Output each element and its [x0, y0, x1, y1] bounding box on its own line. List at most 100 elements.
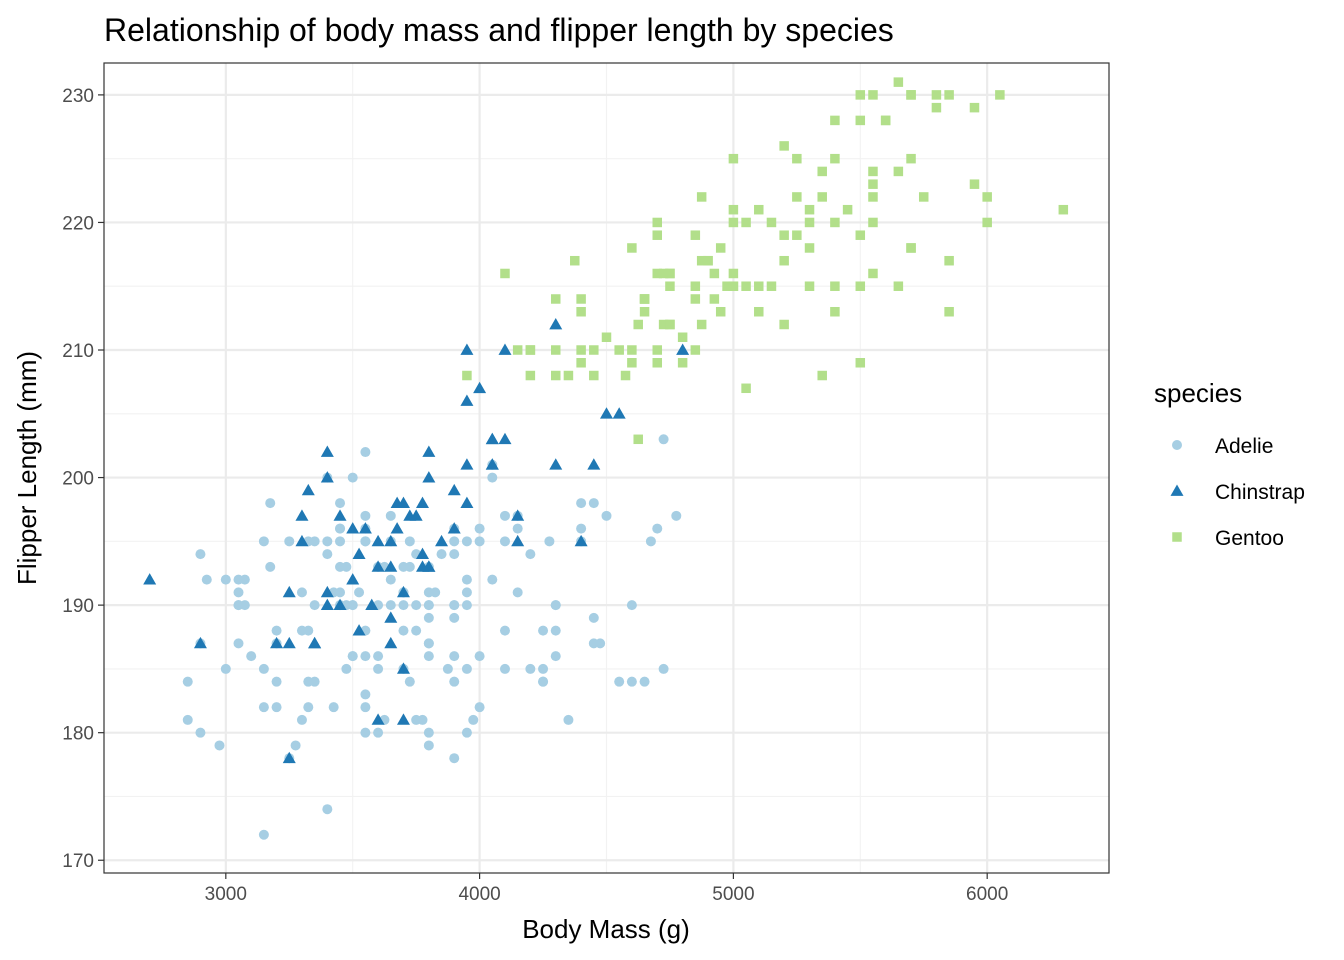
gentoo-point [880, 115, 891, 126]
adelie-point [335, 498, 346, 509]
adelie-point [360, 702, 371, 713]
chinstrap-point [320, 471, 334, 483]
gentoo-point [728, 268, 739, 279]
gentoo-point [525, 345, 536, 355]
chinstrap-point [549, 317, 563, 330]
adelie-point [182, 714, 193, 725]
adelie-point [214, 740, 225, 751]
adelie-point [563, 714, 574, 725]
gentoo-point [639, 306, 650, 317]
adelie-point [360, 510, 371, 521]
gentoo-point [868, 217, 878, 228]
chinstrap-point [416, 547, 430, 559]
gentoo-point [931, 102, 942, 113]
adelie-point [461, 587, 472, 598]
chinstrap-point [371, 560, 385, 572]
gentoo-point [779, 255, 789, 266]
adelie-point [258, 536, 269, 547]
gentoo-point [804, 217, 815, 228]
adelie-point [258, 829, 269, 840]
adelie-point [512, 523, 523, 534]
gentoo-point [620, 370, 631, 381]
adelie-point [360, 536, 371, 547]
chinstrap-point [600, 407, 613, 419]
legend-key-square-icon [1172, 532, 1182, 542]
gentoo-point [550, 370, 561, 381]
adelie-point [303, 702, 314, 713]
gentoo-point [766, 281, 777, 291]
adelie-point [550, 651, 561, 662]
chinstrap-point [498, 432, 512, 445]
legend-key-circle-icon [1172, 440, 1182, 450]
gentoo-point [576, 358, 586, 368]
adelie-point [271, 625, 282, 636]
adelie-point [246, 651, 257, 662]
adelie-point [461, 663, 472, 674]
adelie-point [296, 714, 307, 725]
gentoo-point [690, 230, 701, 240]
gentoo-point [576, 294, 586, 304]
x-tick-label: 6000 [966, 884, 1008, 905]
adelie-point [265, 561, 276, 572]
adelie-point [233, 574, 244, 585]
adelie-point [576, 498, 587, 509]
chinstrap-point [358, 522, 372, 534]
adelie-point [423, 740, 434, 751]
adelie-point [461, 600, 472, 611]
adelie-point [220, 663, 231, 674]
adelie-point [309, 676, 320, 687]
gentoo-point [677, 358, 688, 368]
series-chinstrap [143, 317, 690, 764]
gentoo-point [792, 153, 802, 164]
adelie-point [652, 523, 663, 534]
gentoo-point [652, 358, 663, 368]
gentoo-point [658, 268, 669, 279]
gentoo-point [830, 217, 840, 228]
adelie-point [258, 663, 269, 674]
gentoo-point [830, 153, 840, 164]
data-points [143, 77, 1069, 840]
adelie-point [385, 510, 396, 521]
adelie-point [461, 536, 472, 547]
adelie-point [373, 651, 384, 662]
gentoo-point [830, 306, 840, 317]
chinstrap-point [295, 509, 309, 521]
adelie-point [588, 498, 599, 509]
x-axis-title: Body Mass (g) [522, 914, 690, 944]
adelie-point [499, 536, 510, 547]
chinstrap-point [460, 458, 474, 470]
chinstrap-point [460, 343, 474, 355]
adelie-point [595, 638, 606, 649]
chinstrap-point [447, 483, 461, 496]
gentoo-point [627, 358, 637, 368]
chinstrap-point [549, 458, 563, 470]
gentoo-point [589, 345, 599, 355]
adelie-point [309, 536, 320, 547]
gentoo-point [855, 358, 866, 368]
adelie-point [538, 676, 549, 687]
gentoo-point [652, 345, 663, 355]
gentoo-point [893, 166, 904, 177]
gentoo-point [709, 294, 720, 304]
chinstrap-point [409, 509, 423, 521]
gentoo-point [804, 243, 815, 253]
gentoo-point [722, 281, 732, 291]
chinstrap-point [574, 534, 588, 547]
chinstrap-point [416, 496, 430, 508]
gentoo-point [690, 345, 701, 355]
adelie-point [360, 651, 371, 662]
gentoo-point [779, 141, 789, 151]
gentoo-point [804, 204, 815, 215]
chinstrap-point [301, 483, 315, 496]
chinstrap-point [371, 534, 385, 547]
adelie-point [347, 651, 358, 662]
legend-item-adelie: Adelie [1172, 435, 1273, 458]
adelie-point [347, 472, 358, 483]
gentoo-point [703, 255, 713, 266]
legend-label: Adelie [1215, 435, 1273, 458]
y-tick-label: 220 [62, 213, 94, 234]
adelie-point [423, 612, 434, 623]
gentoo-point [868, 179, 878, 189]
adelie-point [671, 510, 682, 521]
